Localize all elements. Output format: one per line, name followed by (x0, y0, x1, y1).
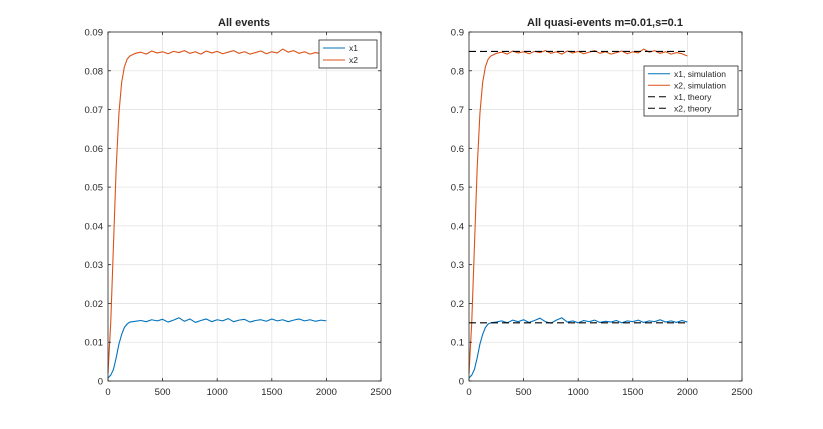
left-y-tick-label: 0.09 (85, 28, 104, 39)
left-x-tick-label: 2000 (316, 387, 337, 398)
left-plot-title: All events (218, 17, 270, 29)
left-axes-box (107, 31, 382, 382)
left-y-tick-label: 0.04 (85, 221, 104, 232)
right-axes-box (468, 31, 743, 382)
right-y-tick-label: 0.3 (451, 260, 464, 271)
right-plot: All quasi-events m=0.01,s=0.1 0 500 1000 15… (451, 17, 753, 398)
right-x-tick-label: 0 (466, 387, 471, 398)
left-y-tick-label: 0.05 (85, 183, 104, 194)
left-y-tick-label: 0 (98, 377, 103, 388)
right-y-tick-label: 0.9 (451, 28, 464, 39)
left-plot: All events 0 500 1000 1500 2000 2500 0 0.01 0.02… (85, 17, 392, 398)
right-legend-label-2: x2, simulation (674, 80, 726, 90)
right-y-tick-label: 0.6 (451, 144, 464, 155)
right-y-tick-label: 0.4 (451, 221, 464, 232)
left-y-tick-label: 0.07 (85, 105, 104, 116)
left-x-tick-label: 500 (155, 387, 171, 398)
left-x-tick-label: 0 (105, 387, 110, 398)
right-legend-label-4: x2, theory (674, 103, 712, 113)
right-y-tick-label: 0.1 (451, 338, 464, 349)
right-y-tick-label: 0 (459, 377, 464, 388)
right-y-tick-label: 0.2 (451, 299, 464, 310)
right-y-tick-label: 0.5 (451, 183, 464, 194)
right-legend-label-3: x1, theory (674, 92, 712, 102)
left-series-line-1 (107, 317, 327, 379)
left-series-line-2 (107, 48, 327, 374)
right-x-tick-label: 500 (516, 387, 532, 398)
left-legend-label-1: x1 (349, 43, 358, 53)
left-legend-label-2: x2 (349, 55, 358, 65)
right-plot-title: All quasi-events m=0.01,s=0.1 (527, 17, 683, 29)
left-x-tick-label: 2500 (370, 387, 391, 398)
right-legend-box (643, 65, 739, 117)
left-y-tick-label: 0.02 (85, 299, 104, 310)
right-y-tick-label: 0.8 (451, 66, 464, 77)
left-x-tick-label: 1000 (207, 387, 228, 398)
left-x-tick-label: 1500 (261, 387, 282, 398)
left-plot-area (108, 32, 381, 381)
right-x-tick-label: 2000 (677, 387, 698, 398)
right-x-tick-label: 1000 (568, 387, 589, 398)
left-y-tick-label: 0.03 (85, 260, 104, 271)
left-y-tick-label: 0.06 (85, 144, 104, 155)
right-x-tick-label: 2500 (731, 387, 752, 398)
right-y-tick-label: 0.7 (451, 105, 464, 116)
right-x-tick-label: 1500 (622, 387, 643, 398)
right-series-line-1 (468, 317, 688, 379)
left-y-tick-label: 0.08 (85, 66, 104, 77)
left-legend-box (318, 39, 378, 69)
right-legend-label-1: x1, simulation (674, 69, 726, 79)
left-y-tick-label: 0.01 (85, 338, 104, 349)
